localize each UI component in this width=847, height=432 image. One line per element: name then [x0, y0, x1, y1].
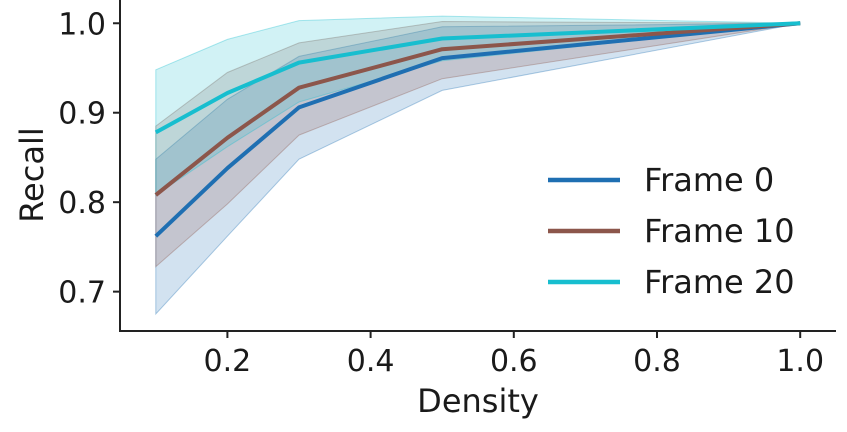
y-axis-label: Recall: [13, 127, 51, 222]
y-tick-label: 1.0: [58, 7, 106, 42]
legend-item-frame-10: Frame 10: [548, 212, 795, 250]
x-tick-label: 0.6: [490, 344, 538, 379]
x-tick-label: 0.2: [204, 344, 252, 379]
legend: Frame 0 Frame 10 Frame 20: [548, 161, 795, 301]
y-tick-label: 0.8: [58, 186, 106, 221]
x-axis-label: Density: [417, 382, 539, 420]
legend-item-frame-20: Frame 20: [548, 263, 795, 301]
y-tick-label: 0.7: [58, 276, 106, 311]
axes: [119, 0, 836, 332]
x-tick-label: 1.0: [776, 344, 824, 379]
x-ticks: 0.2 0.4 0.6 0.8 1.0: [204, 331, 824, 379]
series-lines: [154, 21, 801, 238]
y-ticks: 0.7 0.8 0.9 1.0: [58, 7, 120, 311]
legend-label: Frame 0: [644, 161, 774, 199]
legend-item-frame-0: Frame 0: [548, 161, 774, 199]
y-tick-label: 0.9: [58, 97, 106, 132]
x-tick-label: 0.8: [633, 344, 681, 379]
legend-label: Frame 10: [644, 212, 795, 250]
legend-label: Frame 20: [644, 263, 795, 301]
x-tick-label: 0.4: [347, 344, 395, 379]
